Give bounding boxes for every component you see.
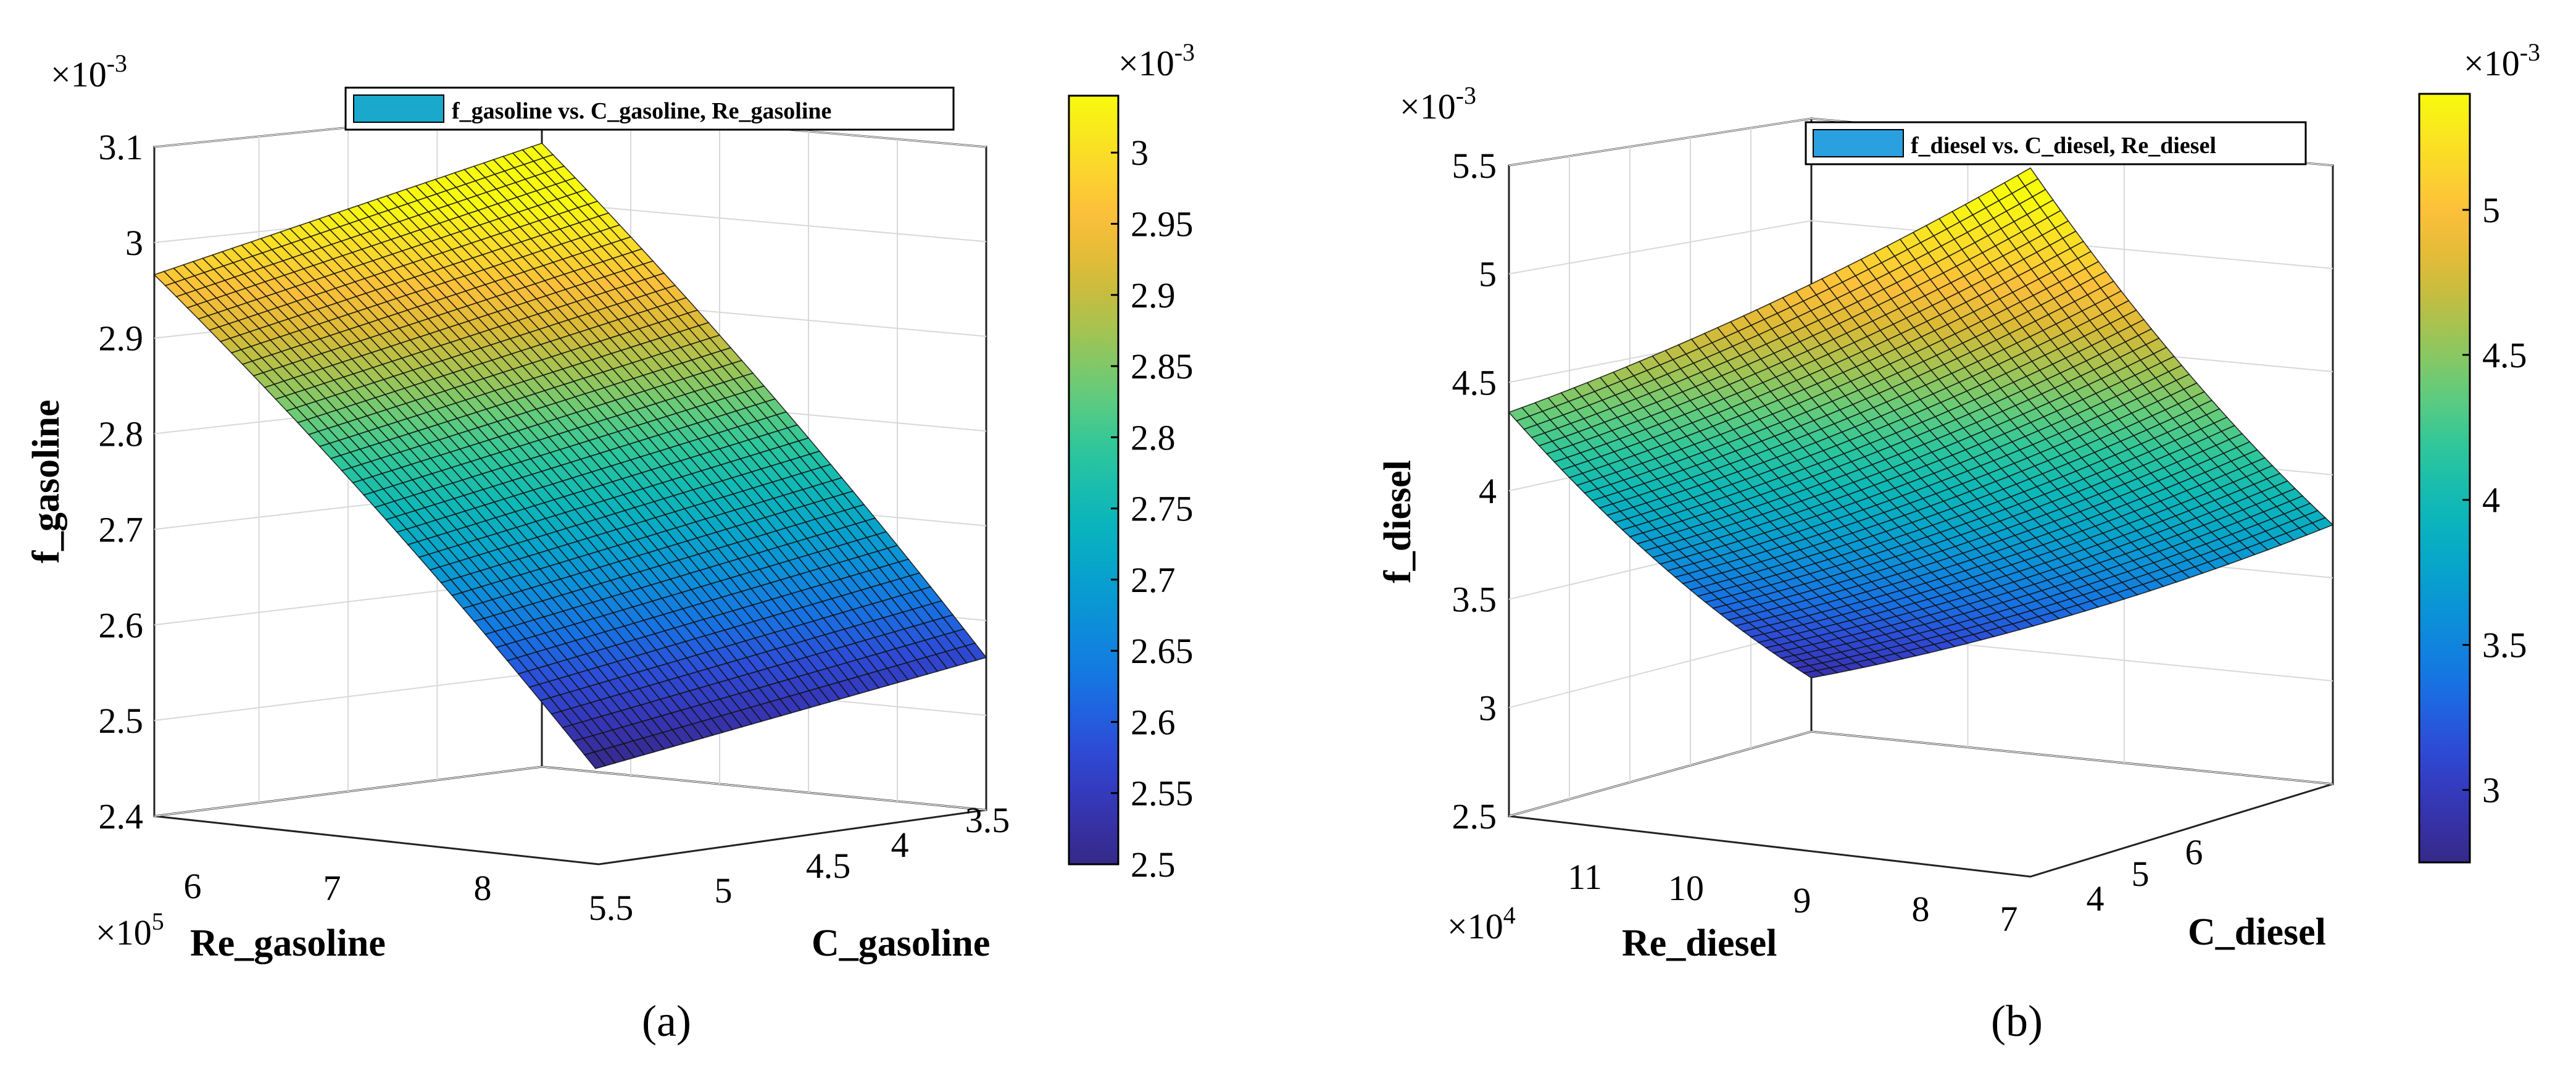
z-grid-line (1508, 220, 1812, 275)
y-tick-label: 4 (891, 825, 909, 865)
z-axis-label: f_gasoline (25, 399, 67, 563)
surface-a-facet (583, 751, 607, 769)
x-axis-multiplier: ×104 (1447, 901, 1516, 946)
z-tick-label: 2.7 (99, 509, 144, 549)
y-axis-label: C_diesel (2188, 911, 2326, 953)
y-axis-label: C_gasoline (812, 922, 990, 964)
surface-a (153, 143, 987, 769)
z-tick-label: 2.5 (99, 701, 144, 741)
panel-a: 2.4 2.5 2.6 2.7 2.8 2.9 3 3.1 6 7 8 5.5 5 4.5 4 3.5 ×10… (25, 38, 1195, 1046)
colorbar-tick-label: 2.9 (1131, 275, 1176, 315)
legend-swatch (353, 94, 444, 123)
colorbar-tick-label: 3.5 (2482, 625, 2527, 665)
z-tick-label: 4 (1479, 471, 1497, 511)
x-tick-label: 9 (1793, 880, 1811, 920)
axis-ticks-a: 2.4 2.5 2.6 2.7 2.8 2.9 3 3.1 6 7 8 5.5 5 4.5 4 3.5 (99, 127, 1010, 928)
y-tick-label: 5 (2132, 854, 2150, 894)
colorbar-tick-label: 2.85 (1131, 346, 1194, 386)
legend: f_gasoline vs. C_gasoline, Re_gasoline (344, 86, 955, 131)
panel-caption: (b) (1991, 996, 2043, 1046)
x-tick-label: 10 (1668, 868, 1704, 908)
legend-label: f_gasoline vs. C_gasoline, Re_gasoline (452, 98, 831, 124)
legend: f_diesel vs. C_diesel, Re_diesel (1805, 121, 2307, 165)
z-tick-label: 3.1 (99, 127, 144, 167)
surface-b (1508, 167, 2334, 678)
colorbar-tick-label: 2.65 (1131, 631, 1194, 671)
z-tick-label: 2.8 (99, 414, 144, 454)
x-tick-label: 8 (474, 868, 492, 908)
y-tick-label: 5.5 (589, 888, 634, 928)
z-tick-label: 5 (1479, 254, 1497, 294)
colorbar: ×10-3 2.5 2.55 2.6 2.65 2.7 2.75 2.8 2.85 2.9 2.9… (1068, 38, 1195, 885)
colorbar-tick-label: 2.8 (1131, 417, 1176, 457)
z-tick-label: 2.4 (99, 796, 144, 836)
y-tick-label: 5 (715, 870, 733, 911)
colorbar-multiplier: ×10-3 (2464, 38, 2540, 83)
x-axis-label: Re_gasoline (190, 922, 386, 964)
legend-label: f_diesel vs. C_diesel, Re_diesel (1911, 133, 2216, 159)
x-tick-label: 6 (184, 866, 202, 906)
x-axis-multiplier: ×105 (96, 907, 164, 953)
legend-swatch (1813, 129, 1904, 157)
colorbar-tick-label: 4.5 (2482, 335, 2527, 375)
z-tick-label: 3 (1479, 688, 1497, 728)
z-tick-label: 4.5 (1452, 362, 1497, 403)
colorbar: ×10-3 3 3.5 4 4.5 5 (2418, 38, 2540, 864)
z-tick-label: 5.5 (1452, 146, 1497, 186)
z-tick-label: 3 (125, 223, 143, 263)
x-tick-label: 7 (323, 868, 341, 908)
z-axis-multiplier: ×10-3 (1400, 81, 1476, 127)
colorbar-tick-label: 3 (1131, 133, 1149, 173)
z-grid-line (541, 766, 987, 811)
z-axis-multiplier: ×10-3 (51, 49, 127, 94)
x-tick-label: 11 (1568, 857, 1602, 897)
z-tick-label: 2.5 (1452, 796, 1497, 836)
colorbar-tick-label: 2.6 (1131, 702, 1176, 742)
colorbar-tick-label: 3 (2482, 770, 2500, 811)
colorbar-tick-label: 2.55 (1131, 774, 1194, 814)
panel-caption: (a) (642, 996, 691, 1046)
z-axis-label: f_diesel (1377, 460, 1419, 583)
y-tick-label: 6 (2185, 832, 2203, 872)
z-grid-line (1811, 731, 2333, 785)
z-grid-line (541, 201, 987, 243)
colorbar-tick-label: 2.7 (1131, 560, 1176, 600)
colorbar-tick-label: 2.5 (1131, 845, 1176, 885)
legend-box (344, 86, 955, 131)
colorbar-tick-label: 2.95 (1131, 204, 1194, 244)
colorbar-tick-label: 5 (2482, 190, 2500, 230)
x-axis-label: Re_diesel (1622, 922, 1777, 964)
z-tick-label: 2.6 (99, 605, 144, 645)
colorbar-ticks: 3 3.5 4 4.5 5 (2462, 190, 2527, 811)
colorbar-tick-label: 2.75 (1131, 489, 1194, 529)
colorbar-tick-label: 4 (2482, 480, 2500, 520)
colorbar-multiplier: ×10-3 (1118, 38, 1195, 83)
z-grid-line (1508, 118, 1812, 166)
x-tick-label: 8 (1912, 889, 1930, 929)
colorbar-gradient (1068, 94, 1120, 866)
y-tick-label: 4 (2087, 878, 2104, 919)
y-tick-label: 4.5 (806, 846, 851, 886)
z-tick-label: 2.9 (99, 319, 144, 359)
z-tick-label: 3.5 (1452, 580, 1497, 620)
z-grid-line (1508, 731, 1812, 817)
colorbar-ticks: 2.5 2.55 2.6 2.65 2.7 2.75 2.8 2.85 2.9 2.95 3 (1111, 133, 1194, 885)
colorbar-gradient (2418, 93, 2471, 864)
y-tick-label: 3.5 (965, 800, 1010, 840)
x-tick-label: 7 (2000, 899, 2018, 939)
